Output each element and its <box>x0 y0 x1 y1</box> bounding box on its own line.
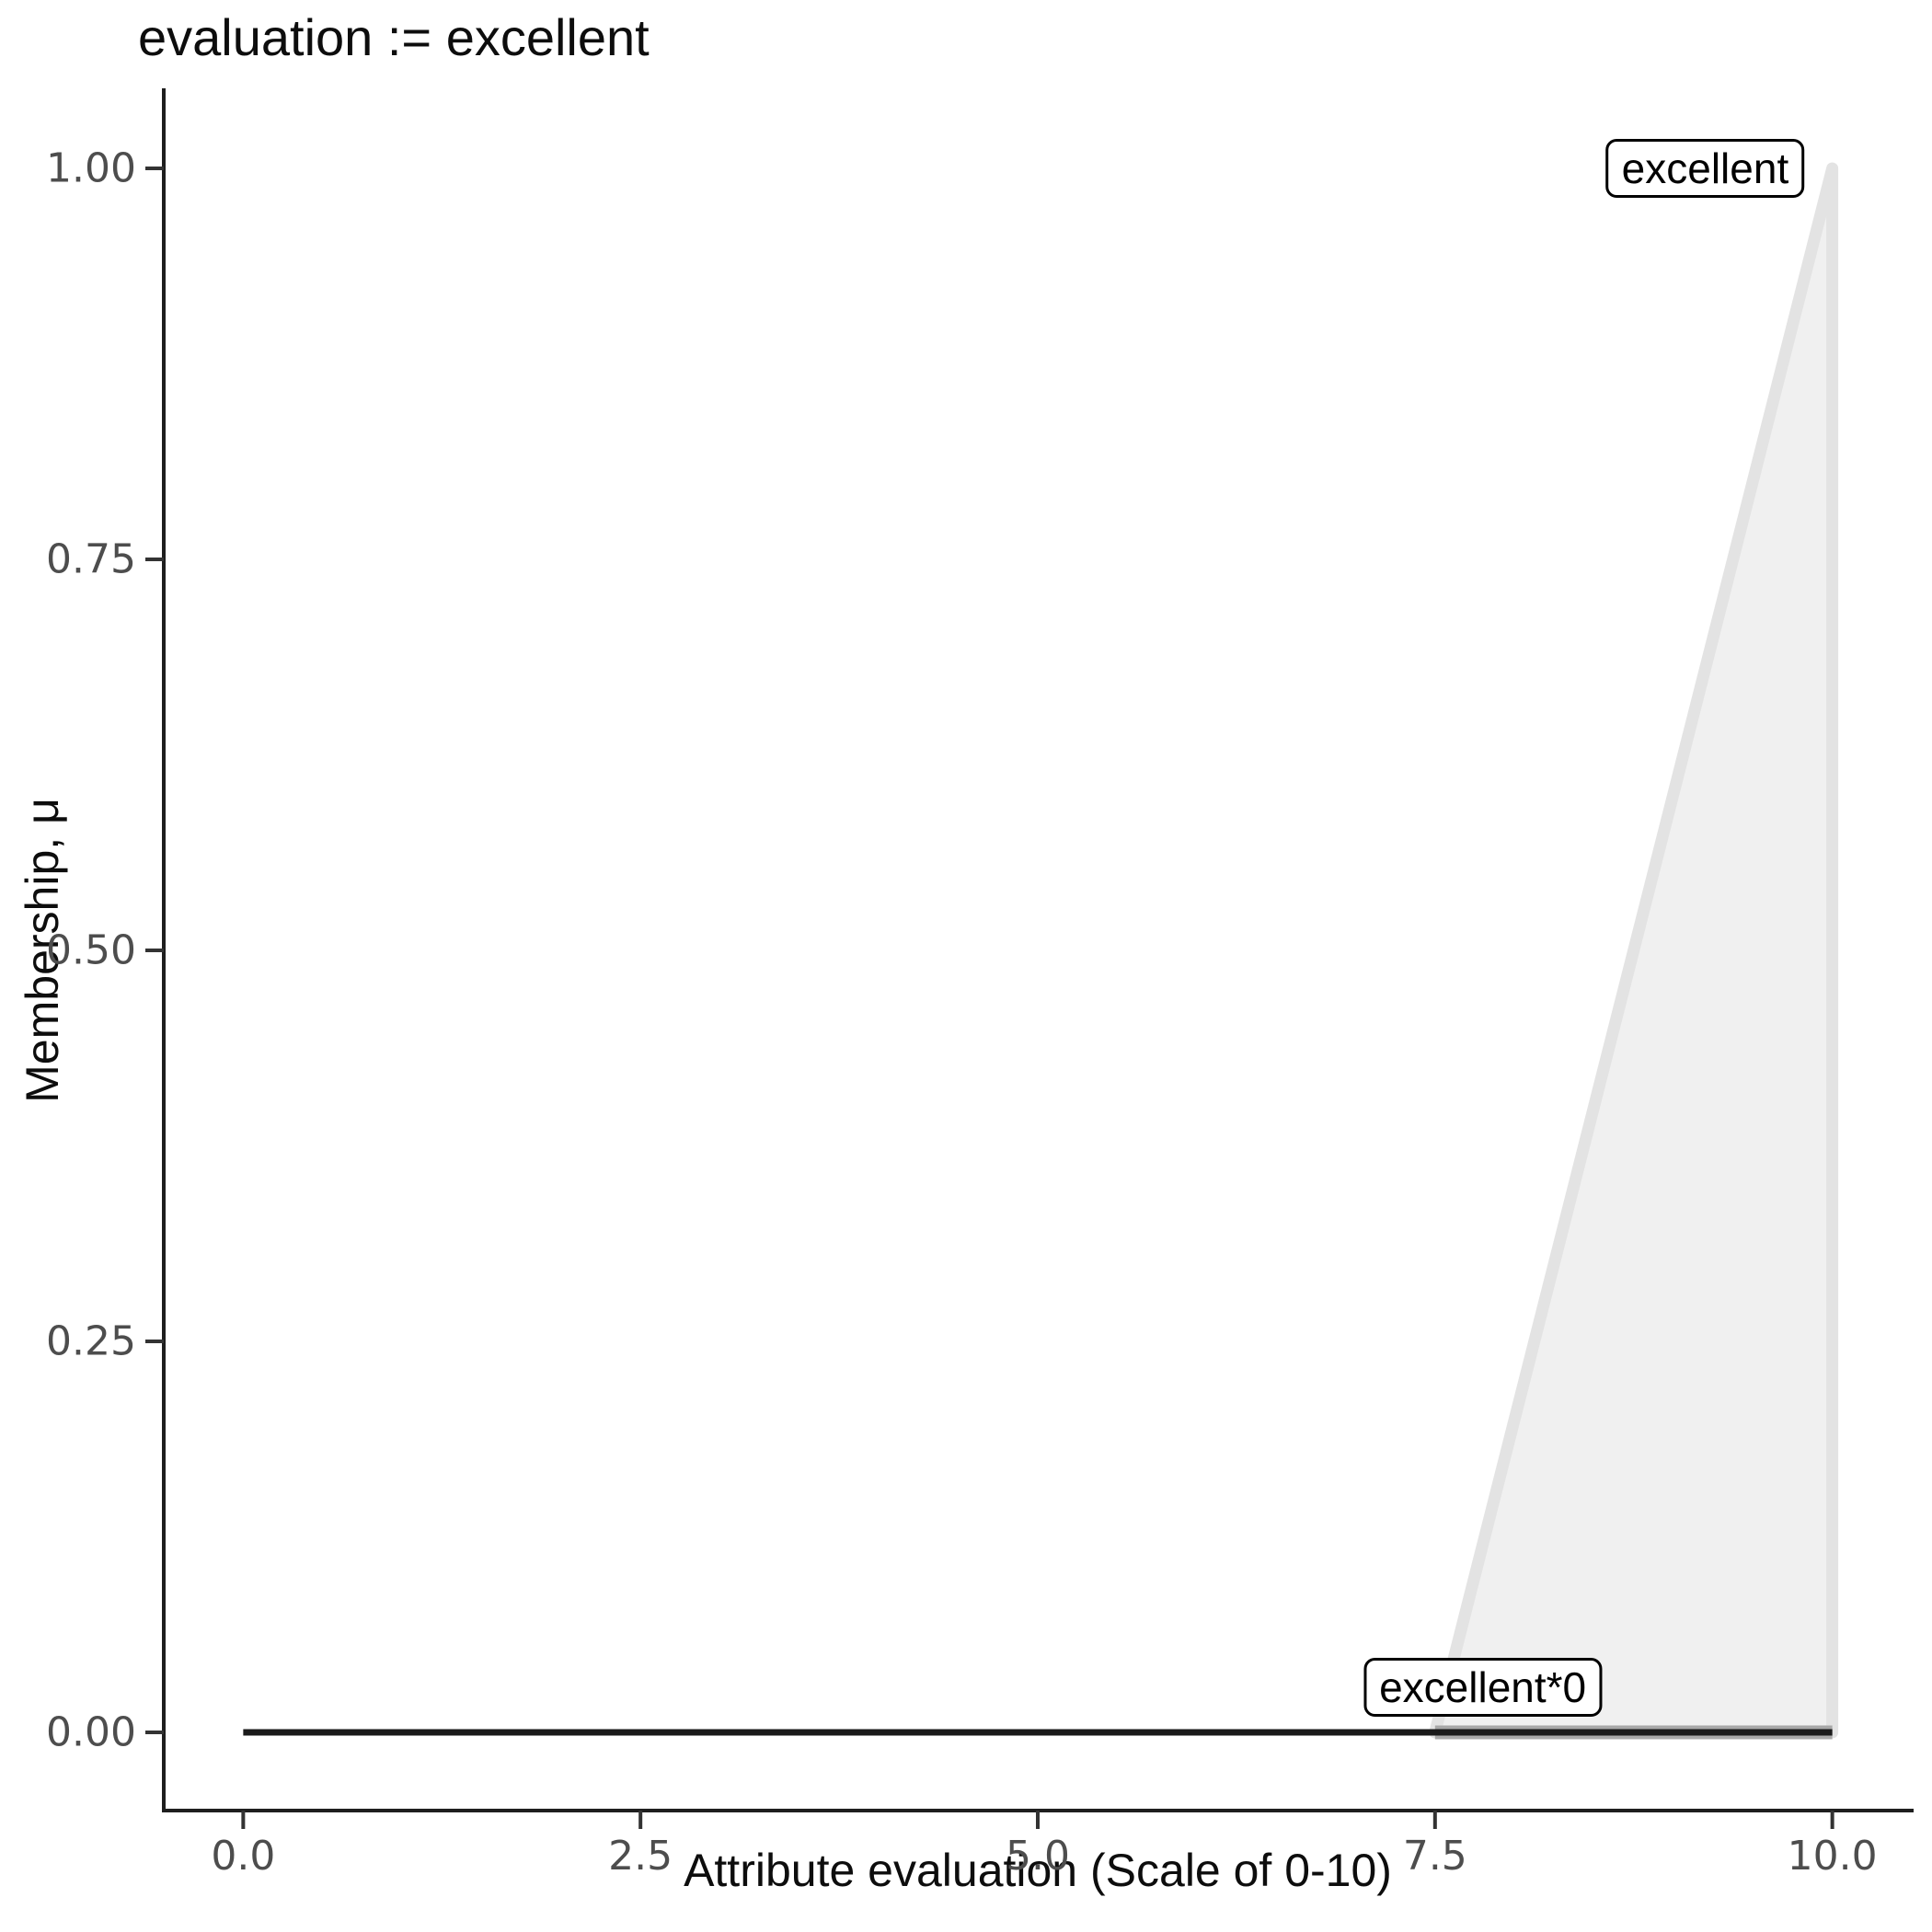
x-tick-label-5.0: 5.0 <box>1006 1833 1070 1880</box>
x-tick-label-2.5: 2.5 <box>608 1833 673 1880</box>
set-label-excellent: excellent <box>1605 139 1805 198</box>
y-tick-label-0.75: 0.75 <box>46 535 136 583</box>
x-tick-label-7.5: 7.5 <box>1402 1833 1467 1880</box>
y-tick-label-0.25: 0.25 <box>46 1317 136 1365</box>
x-axis-title: Attribute evaluation (Scale of 0-10) <box>684 1845 1392 1896</box>
y-tick-label-0.00: 0.00 <box>46 1708 136 1756</box>
y-tick-label-1.00: 1.00 <box>46 144 136 192</box>
y-tick-label-0.50: 0.50 <box>46 926 136 974</box>
x-tick-label-0.0: 0.0 <box>211 1833 276 1880</box>
set-label-excellent-times-0: excellent*0 <box>1363 1657 1603 1717</box>
series-excellent <box>1429 162 1839 1739</box>
x-tick-label-10.0: 10.0 <box>1787 1833 1878 1880</box>
chart-title: evaluation := excellent <box>138 8 650 66</box>
